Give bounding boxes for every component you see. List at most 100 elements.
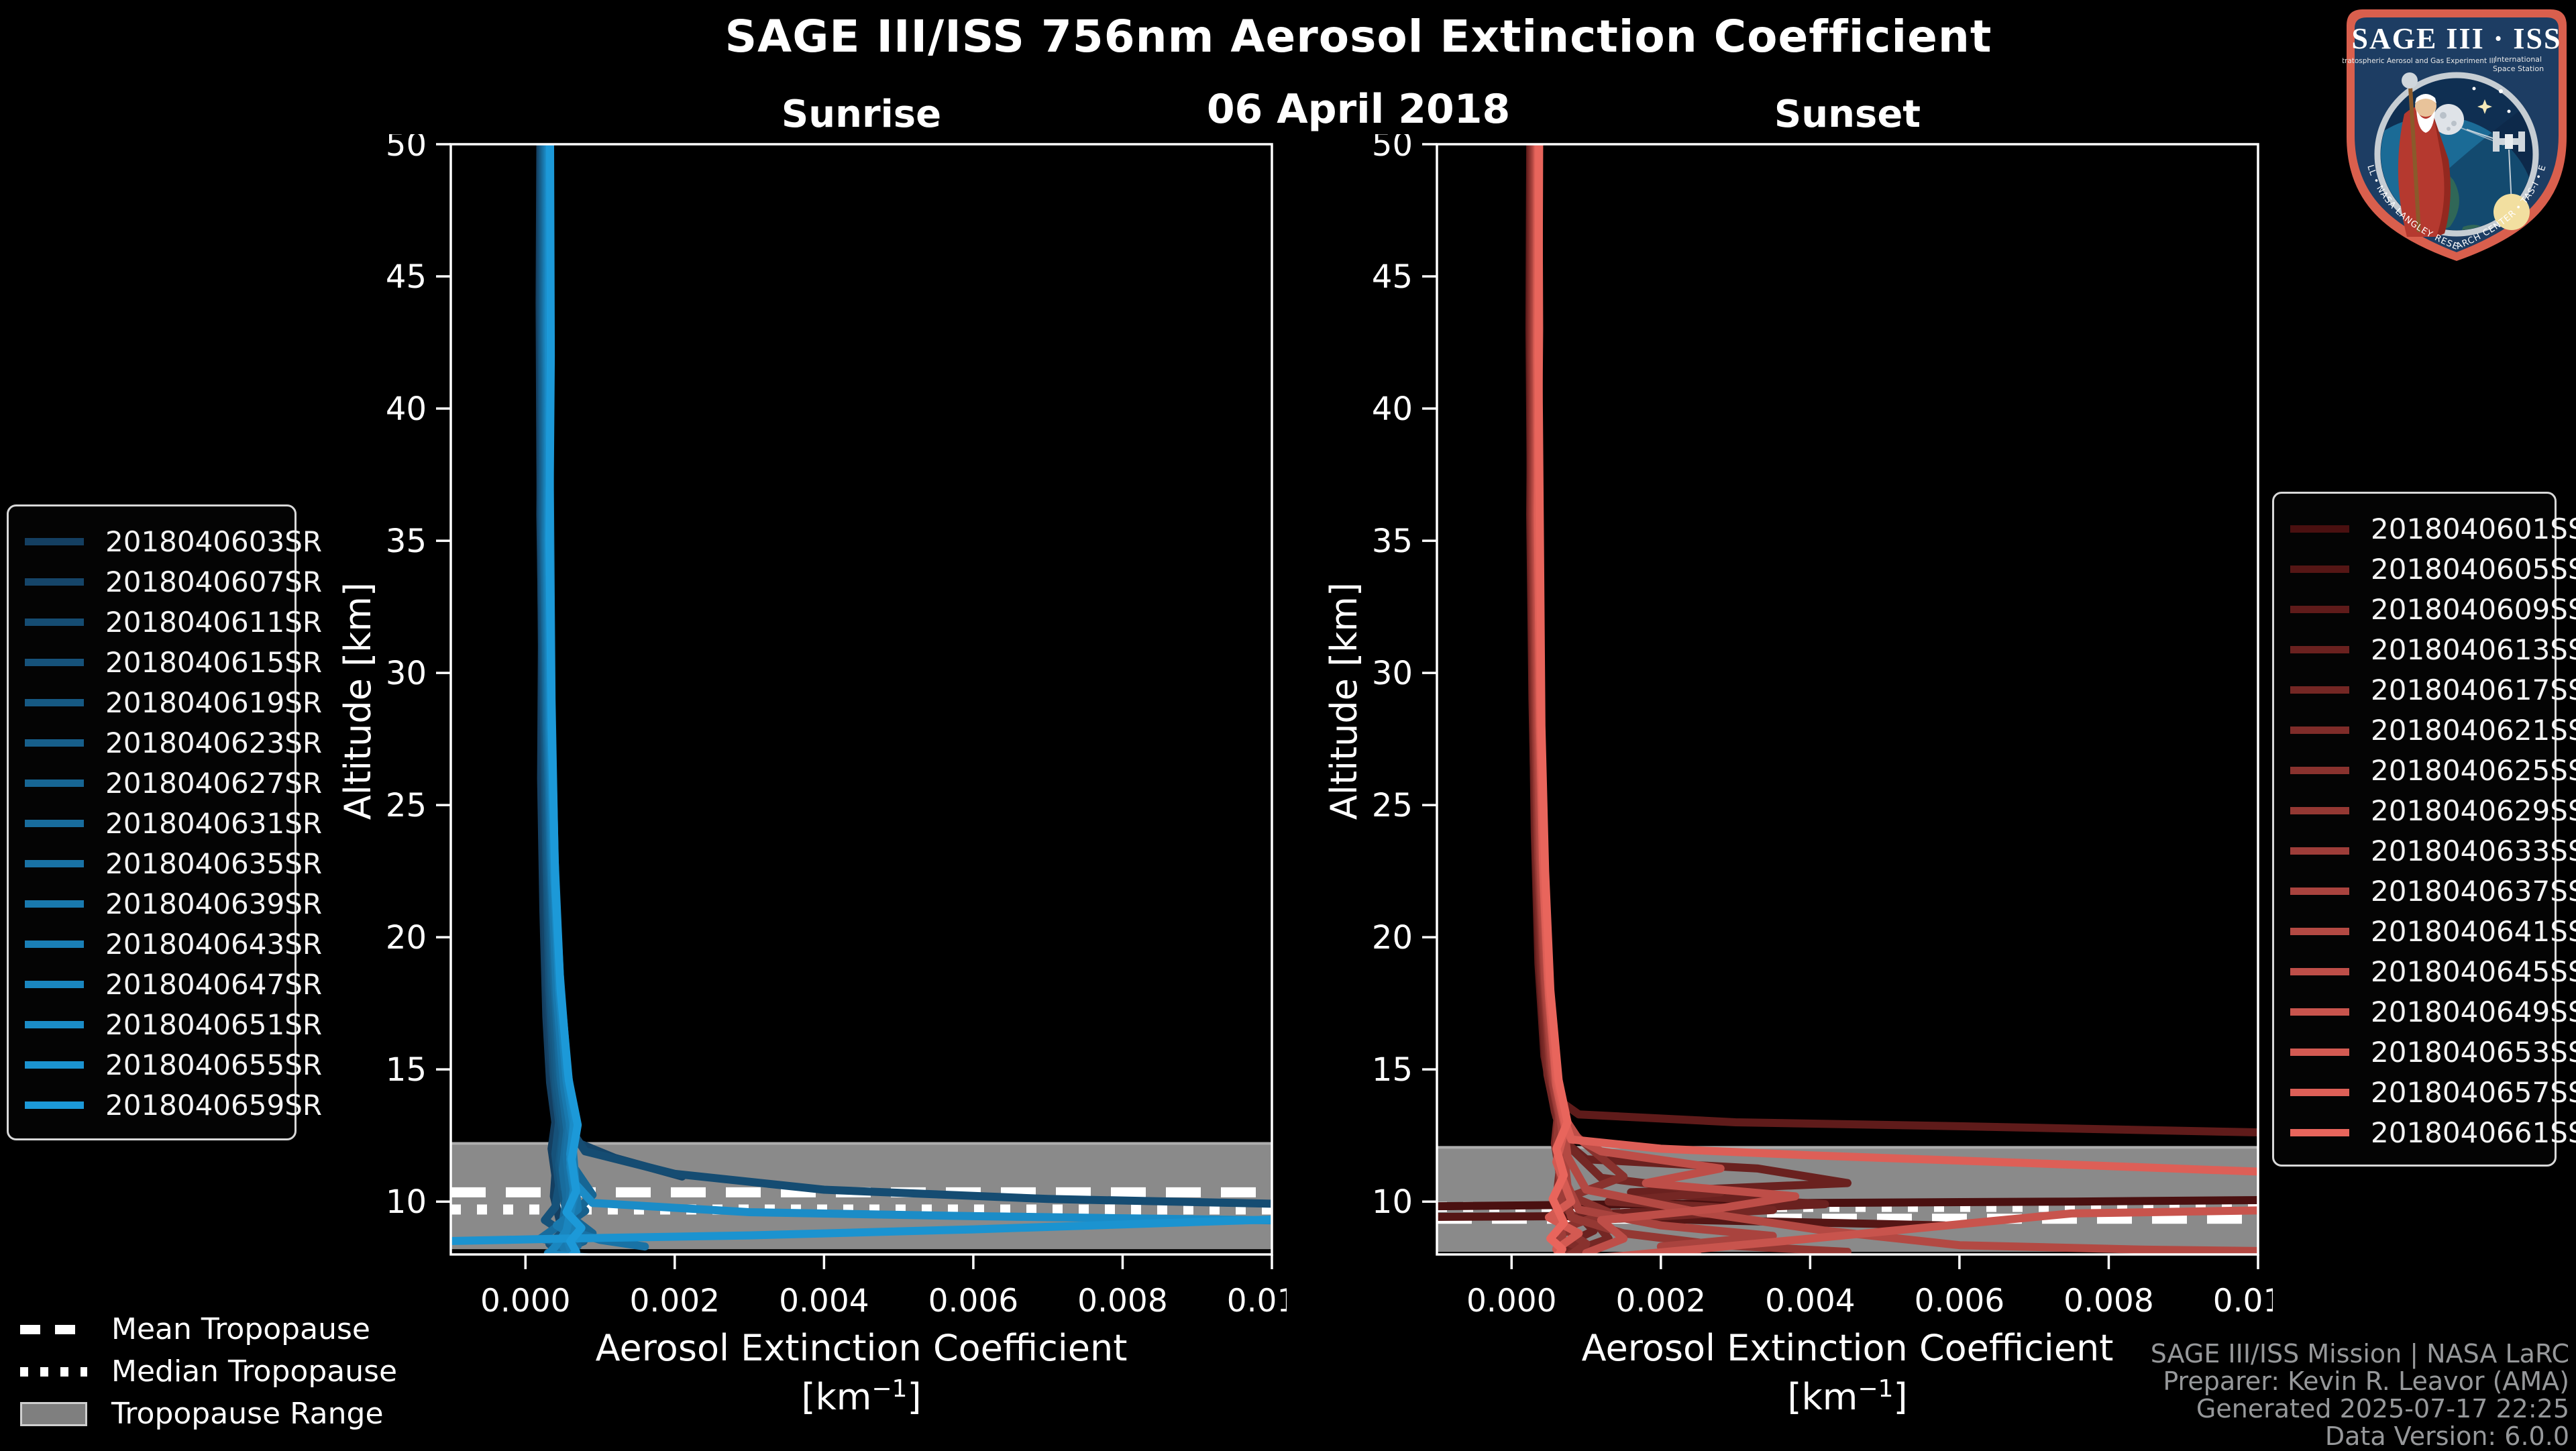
- legend-line-swatch: [2290, 605, 2349, 613]
- sunrise-plot: 0.000 0.002 0.004 0.006 0.008 0.010 50 45 40 35 30…: [386, 134, 1287, 1320]
- legend-line-swatch: [25, 739, 84, 747]
- y-tick-label: 20: [1372, 919, 1413, 957]
- legend-item-label: 2018040617SS: [2371, 673, 2576, 706]
- footer-version-line: Data Version: 6.0.0: [2324, 1421, 2569, 1451]
- sunset-x-axis-unit: [km−1]: [1787, 1375, 1908, 1418]
- legend-item-label: 2018040649SS: [2371, 995, 2576, 1028]
- x-tick-label: 0.006: [928, 1283, 1019, 1320]
- legend-line-swatch: [2290, 726, 2349, 734]
- legend-item: 2018040625SS: [2284, 750, 2576, 790]
- patch-subtitle-right-2: Space Station: [2493, 64, 2544, 73]
- legend-item-label: 2018040661SS: [2371, 1116, 2576, 1149]
- legend-item-label: 2018040643SR: [105, 927, 323, 961]
- legend-line-swatch: [2290, 847, 2349, 855]
- legend-line-swatch: [2290, 967, 2349, 975]
- x-tick-label: 0.010: [1227, 1283, 1287, 1320]
- provenance-footer: SAGE III/ISS Mission | NASA LaRC Prepare…: [2151, 1340, 2569, 1450]
- moon-icon: [2433, 104, 2464, 135]
- legend-item: 2018040641SS: [2284, 911, 2576, 951]
- x-tick-label: 0.006: [1915, 1283, 2005, 1320]
- y-tick-label: 35: [1372, 523, 1413, 560]
- legend-line-swatch: [25, 698, 84, 706]
- legend-item-label: 2018040633SS: [2371, 834, 2576, 867]
- legend-item: 2018040645SS: [2284, 951, 2576, 991]
- legend-item-label: 2018040621SS: [2371, 713, 2576, 747]
- y-tick-label: 10: [386, 1183, 427, 1221]
- profile-line: [451, 1215, 1272, 1246]
- x-tick-label: 0.002: [630, 1283, 720, 1320]
- legend-line-swatch: [25, 1101, 84, 1109]
- legend-line-swatch: [25, 779, 84, 787]
- legend-item: 2018040653SS: [2284, 1032, 2576, 1072]
- profile-lines: [1437, 144, 2258, 1254]
- legend-item: 2018040639SR: [18, 883, 322, 924]
- sunrise-x-axis-label: Aerosol Extinction Coefficient: [595, 1327, 1128, 1369]
- profile-lines: [451, 144, 1272, 1254]
- page-title: SAGE III/ISS 756nm Aerosol Extinction Co…: [724, 11, 1992, 62]
- tropopause-legend: Mean Tropopause Median Tropopause Tropop…: [20, 1312, 397, 1431]
- y-tick-label: 15: [1372, 1051, 1413, 1089]
- legend-item: 2018040613SS: [2284, 629, 2576, 669]
- y-tick-label: 35: [386, 523, 427, 560]
- sage-iii-iss-mission-patch: SAGE III · ISS Stratospheric Aerosol and…: [2343, 5, 2567, 261]
- legend-line-swatch: [2290, 1128, 2349, 1136]
- profile-line: [537, 144, 1272, 1208]
- legend-line-swatch: [2290, 1008, 2349, 1016]
- legend-item: 2018040617SS: [2284, 669, 2576, 710]
- median-tropopause-legend-item: Median Tropopause: [20, 1354, 397, 1389]
- profile-line: [1534, 144, 2258, 1176]
- legend-item: 2018040615SR: [18, 642, 322, 682]
- legend-item: 2018040611SR: [18, 602, 322, 642]
- legend-line-swatch: [2290, 645, 2349, 653]
- legend-item: 2018040661SS: [2284, 1112, 2576, 1152]
- legend-line-swatch: [25, 1020, 84, 1028]
- x-tick-label: 0.000: [1466, 1283, 1557, 1320]
- y-tick-label: 30: [1372, 655, 1413, 692]
- y-tick-label: 20: [386, 919, 427, 957]
- legend-item: 2018040621SS: [2284, 710, 2576, 750]
- legend-line-swatch: [2290, 806, 2349, 814]
- sunrise-x-axis-unit: [km−1]: [801, 1375, 922, 1418]
- legend-item-label: 2018040639SR: [105, 887, 323, 920]
- legend-item-label: 2018040613SS: [2371, 633, 2576, 666]
- x-tick-label: 0.008: [1077, 1283, 1168, 1320]
- y-tick-label: 40: [1372, 390, 1413, 428]
- legend-item-label: 2018040607SR: [105, 565, 323, 598]
- legend-line-swatch: [25, 819, 84, 827]
- legend-line-swatch: [25, 940, 84, 948]
- y-tick-label: 50: [1372, 134, 1413, 164]
- legend-item: 2018040655SR: [18, 1044, 322, 1085]
- y-tick-label: 15: [386, 1051, 427, 1089]
- legend-item: 2018040637SS: [2284, 871, 2576, 911]
- legend-item-label: 2018040645SS: [2371, 955, 2576, 988]
- legend-item: 2018040623SR: [18, 722, 322, 763]
- legend-item: 2018040619SR: [18, 682, 322, 722]
- legend-item-label: 2018040603SR: [105, 525, 323, 558]
- legend-item: 2018040603SR: [18, 521, 322, 561]
- legend-line-swatch: [2290, 766, 2349, 774]
- profile-line: [1525, 144, 2258, 1137]
- legend-item-label: 2018040641SS: [2371, 914, 2576, 948]
- profile-line: [1530, 144, 1777, 1254]
- y-tick-label: 45: [386, 258, 427, 296]
- profile-line: [545, 144, 586, 1254]
- patch-title: SAGE III · ISS: [2352, 22, 2562, 55]
- legend-item: 2018040659SR: [18, 1085, 322, 1125]
- legend-line-swatch: [2290, 565, 2349, 573]
- sunrise-event-legend: 2018040603SR 2018040607SR 2018040611SR 2018…: [7, 504, 322, 1140]
- legend-item: 2018040609SS: [2284, 589, 2576, 629]
- legend-item: 2018040635SR: [18, 843, 322, 883]
- legend-item-label: 2018040647SR: [105, 967, 323, 1001]
- legend-line-swatch: [2290, 887, 2349, 895]
- legend-line-swatch: [25, 578, 84, 586]
- x-tick-label: 0.010: [2213, 1283, 2273, 1320]
- legend-item-label: 2018040605SS: [2371, 552, 2576, 586]
- legend-item: 2018040629SS: [2284, 790, 2576, 830]
- date-subtitle: 06 April 2018: [1206, 86, 1511, 133]
- stars: [2472, 87, 2511, 114]
- patch-subtitle-right-1: International: [2495, 55, 2542, 64]
- legend-item: 2018040631SR: [18, 803, 322, 843]
- y-tick-label: 25: [386, 787, 427, 824]
- x-tick-label: 0.008: [2063, 1283, 2154, 1320]
- sun-icon: [2493, 194, 2530, 230]
